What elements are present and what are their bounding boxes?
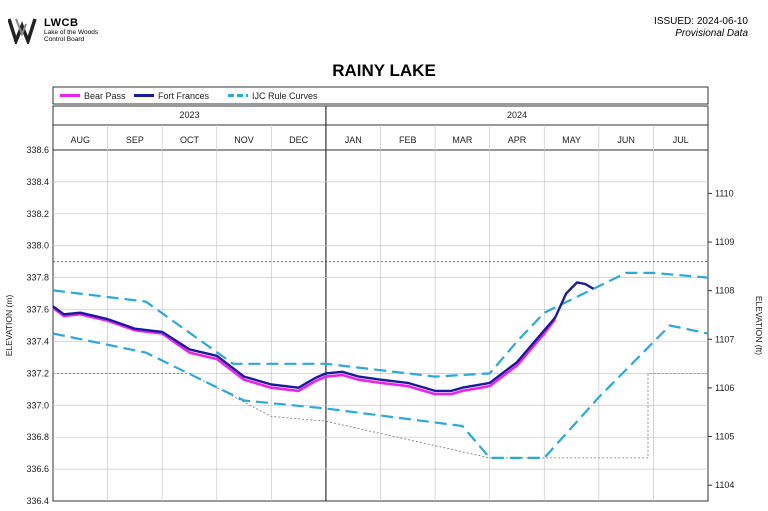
y-tick-label-left-3: 337.0 — [26, 400, 49, 410]
month-label-6: FEB — [399, 135, 417, 145]
y-tick-label-left-0: 336.4 — [26, 496, 49, 506]
month-label-7: MAR — [452, 135, 473, 145]
rule-curve-lower — [52, 324, 709, 459]
y-tick-label-left-8: 338.0 — [26, 241, 49, 251]
y-tick-label-right-4: 1108 — [715, 286, 734, 296]
month-label-8: APR — [508, 135, 527, 145]
y-tick-label-left-9: 338.2 — [26, 209, 49, 219]
rule-curve-upper — [52, 271, 709, 378]
year-label-1: 2024 — [507, 110, 527, 120]
y-tick-label-left-11: 338.6 — [26, 145, 49, 155]
y-tick-label-left-1: 336.6 — [26, 464, 49, 474]
legend-box — [52, 86, 709, 105]
y-tick-label-right-2: 1106 — [715, 383, 734, 393]
issued-date: ISSUED: 2024-06-10 — [654, 16, 748, 27]
logo-subtitle: Lake of the Woods Control Board — [44, 29, 124, 43]
month-label-2: OCT — [180, 135, 200, 145]
y-tick-label-left-6: 337.6 — [26, 305, 49, 315]
y-tick-label-left-2: 336.8 — [26, 432, 49, 442]
legend-label-0: Bear Pass — [84, 91, 126, 101]
month-label-5: JAN — [345, 135, 362, 145]
fort-frances-line — [52, 281, 595, 393]
month-label-3: NOV — [234, 135, 254, 145]
y-tick-label-right-3: 1107 — [715, 334, 734, 344]
legend-label-1: Fort Frances — [158, 91, 210, 101]
logo-acronym: LWCB — [44, 17, 79, 29]
month-label-9: MAY — [562, 135, 581, 145]
y-tick-label-right-1: 1105 — [715, 432, 734, 442]
logo-subtitle-line2: Control Board — [44, 36, 85, 43]
y-tick-label-right-5: 1109 — [715, 237, 734, 247]
chart-title: RAINY LAKE — [332, 61, 436, 80]
logo-subtitle-line1: Lake of the Woods — [44, 29, 99, 36]
y-axis-title-right: ELEVATION (ft) — [754, 296, 764, 355]
y-tick-label-left-7: 337.8 — [26, 273, 49, 283]
y-tick-label-left-5: 337.4 — [26, 336, 49, 346]
legend-label-2: IJC Rule Curves — [252, 91, 318, 101]
y-tick-label-right-0: 1104 — [715, 480, 734, 490]
month-label-4: DEC — [289, 135, 309, 145]
month-label-1: SEP — [126, 135, 144, 145]
y-axis-title-left: ELEVATION (m) — [4, 295, 14, 357]
bear-pass-line — [52, 306, 557, 396]
y-tick-label-left-10: 338.4 — [26, 177, 49, 187]
provisional-label: Provisional Data — [675, 28, 748, 39]
month-label-0: AUG — [71, 135, 91, 145]
lwcb-logo: LWCB Lake of the Woods Control Board — [8, 16, 118, 46]
y-tick-label-left-4: 337.2 — [26, 368, 49, 378]
y-tick-label-right-6: 1110 — [715, 188, 734, 198]
month-label-11: JUL — [673, 135, 689, 145]
lwcb-logo-mark-icon — [8, 18, 37, 44]
year-label-0: 2023 — [179, 110, 199, 120]
month-label-10: JUN — [617, 135, 635, 145]
